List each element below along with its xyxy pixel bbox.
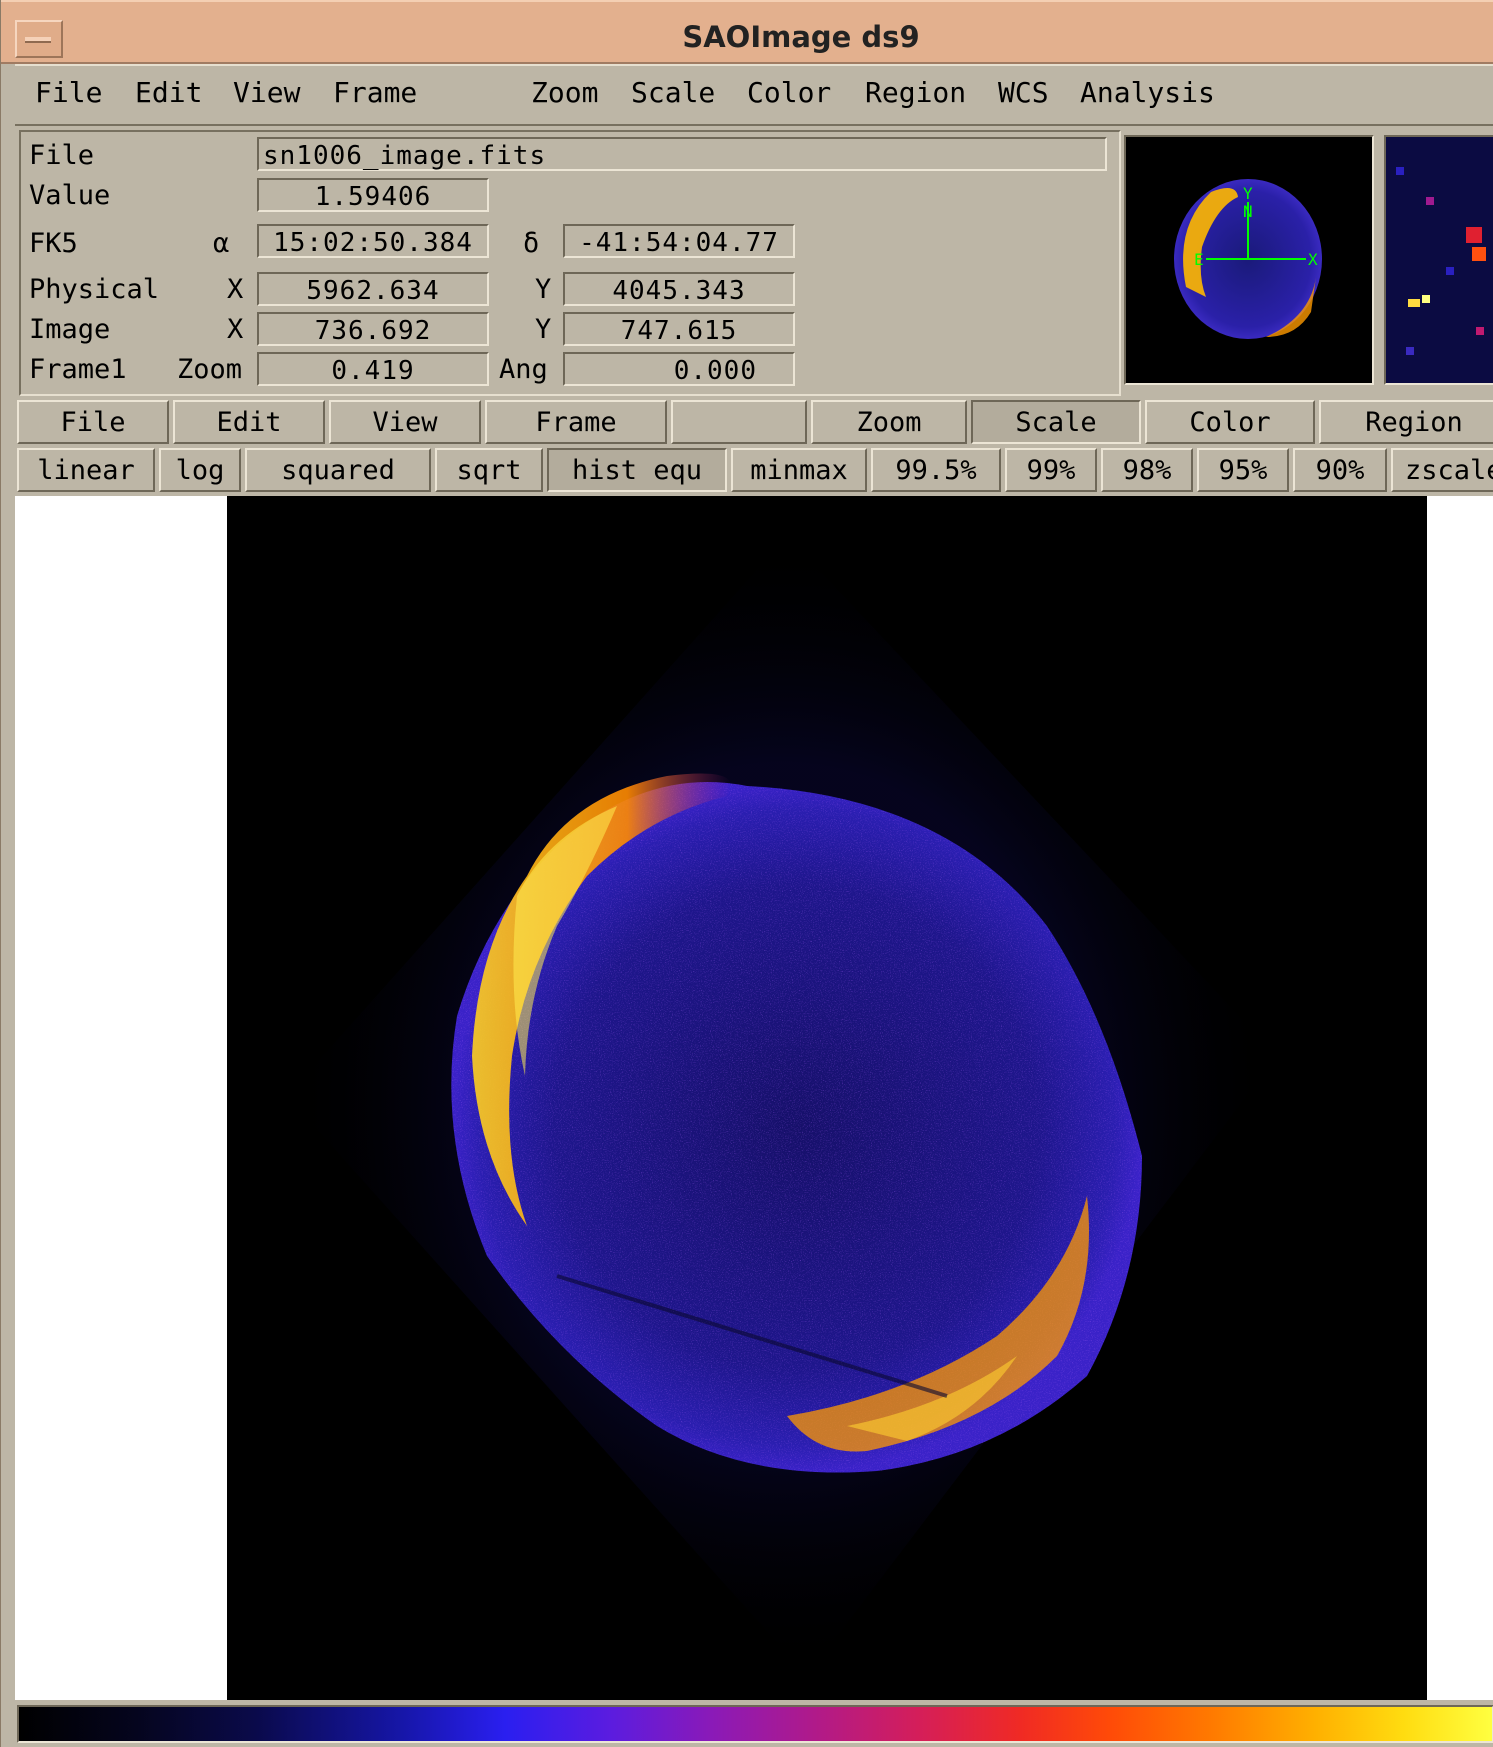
image-y-label: Y <box>535 314 552 345</box>
dec-field: -41:54:04.77 <box>563 224 795 258</box>
physical-x-field: 5962.634 <box>257 272 489 306</box>
scale-minmax-button[interactable]: minmax <box>731 448 867 492</box>
menu-region[interactable]: Region <box>865 76 967 109</box>
image-x-label: X <box>227 314 244 345</box>
button-scale[interactable]: Scale <box>971 400 1141 444</box>
angle-label: Ang <box>499 354 548 385</box>
compass-x: X <box>1308 250 1318 269</box>
sn1006-image <box>227 496 1427 1700</box>
button-bar: File Edit View Frame Zoom Scale Color Re… <box>15 400 1493 446</box>
angle-field: 0.000 <box>563 352 795 386</box>
zoom-label: Zoom <box>177 354 243 385</box>
scale-squared-button[interactable]: squared <box>245 448 431 492</box>
panner-thumbnail: Y N E X <box>1174 179 1322 339</box>
button-edit[interactable]: Edit <box>173 400 325 444</box>
scale-histequ-button[interactable]: hist equ <box>547 448 727 492</box>
button-view[interactable]: View <box>329 400 481 444</box>
physical-label: Physical <box>29 274 160 305</box>
menu-edit[interactable]: Edit <box>135 76 203 109</box>
menu-view[interactable]: View <box>233 76 301 109</box>
scale-95-button[interactable]: 95% <box>1197 448 1289 492</box>
minimize-icon <box>25 37 51 43</box>
scale-99-button[interactable]: 99% <box>1005 448 1097 492</box>
menu-scale[interactable]: Scale <box>631 76 716 109</box>
file-name-field: sn1006_image.fits <box>257 137 1107 171</box>
button-zoom[interactable]: Zoom <box>811 400 967 444</box>
frame-label: Frame1 <box>29 354 127 385</box>
scale-button-bar: linear log squared sqrt hist equ minmax … <box>15 448 1493 494</box>
button-color[interactable]: Color <box>1145 400 1315 444</box>
magnifier <box>1384 135 1493 385</box>
file-label: File <box>29 140 95 171</box>
menu-color[interactable]: Color <box>747 76 832 109</box>
button-frame[interactable]: Frame <box>485 400 667 444</box>
fk5-label: FK5 <box>29 228 78 259</box>
alpha-symbol: α <box>213 228 230 259</box>
compass-n: N <box>1243 202 1253 221</box>
scale-sqrt-button[interactable]: sqrt <box>435 448 543 492</box>
info-panel: File sn1006_image.fits Value 1.59406 FK5… <box>19 130 1121 396</box>
image-y-field: 747.615 <box>563 312 795 346</box>
image-x-field: 736.692 <box>257 312 489 346</box>
chip-gap <box>556 1274 948 1398</box>
window-menu-button[interactable] <box>15 20 63 58</box>
remnant-hotspots <box>451 782 1142 1473</box>
pixel-value-field: 1.59406 <box>257 178 489 212</box>
button-file[interactable]: File <box>17 400 169 444</box>
scale-zscale-button[interactable]: zscale <box>1391 448 1493 492</box>
magnifier-view <box>1386 137 1493 383</box>
zoom-field: 0.419 <box>257 352 489 386</box>
window-title: SAOImage ds9 <box>682 20 920 54</box>
compass-y: Y <box>1243 184 1253 203</box>
compass-e: E <box>1194 250 1204 269</box>
button-region[interactable]: Region <box>1319 400 1493 444</box>
scale-98-button[interactable]: 98% <box>1101 448 1193 492</box>
compass <box>1206 202 1306 260</box>
menu-file[interactable]: File <box>35 76 103 109</box>
button-blank[interactable] <box>671 400 807 444</box>
menu-wcs[interactable]: WCS <box>998 76 1049 109</box>
ra-field: 15:02:50.384 <box>257 224 489 258</box>
physical-x-label: X <box>227 274 244 305</box>
menu-bar: File Edit View Frame Zoom Scale Color Re… <box>15 64 1493 126</box>
panner-rim-bright <box>1183 188 1238 297</box>
scale-log-button[interactable]: log <box>159 448 241 492</box>
panner[interactable]: Y N E X <box>1124 135 1374 385</box>
scale-linear-button[interactable]: linear <box>17 448 155 492</box>
image-display[interactable] <box>227 496 1427 1700</box>
value-label: Value <box>29 180 111 211</box>
scale-90-button[interactable]: 90% <box>1293 448 1387 492</box>
panner-rim-lower <box>1266 277 1316 337</box>
physical-y-label: Y <box>535 274 552 305</box>
physical-y-field: 4045.343 <box>563 272 795 306</box>
menu-zoom[interactable]: Zoom <box>531 76 599 109</box>
menu-frame[interactable]: Frame <box>333 76 418 109</box>
scale-995-button[interactable]: 99.5% <box>871 448 1001 492</box>
title-bar[interactable]: SAOImage ds9 <box>1 0 1493 64</box>
delta-symbol: δ <box>523 228 540 259</box>
menu-analysis[interactable]: Analysis <box>1080 76 1215 109</box>
colorbar[interactable] <box>17 1705 1493 1743</box>
image-label: Image <box>29 314 111 345</box>
image-canvas[interactable] <box>15 496 1493 1700</box>
